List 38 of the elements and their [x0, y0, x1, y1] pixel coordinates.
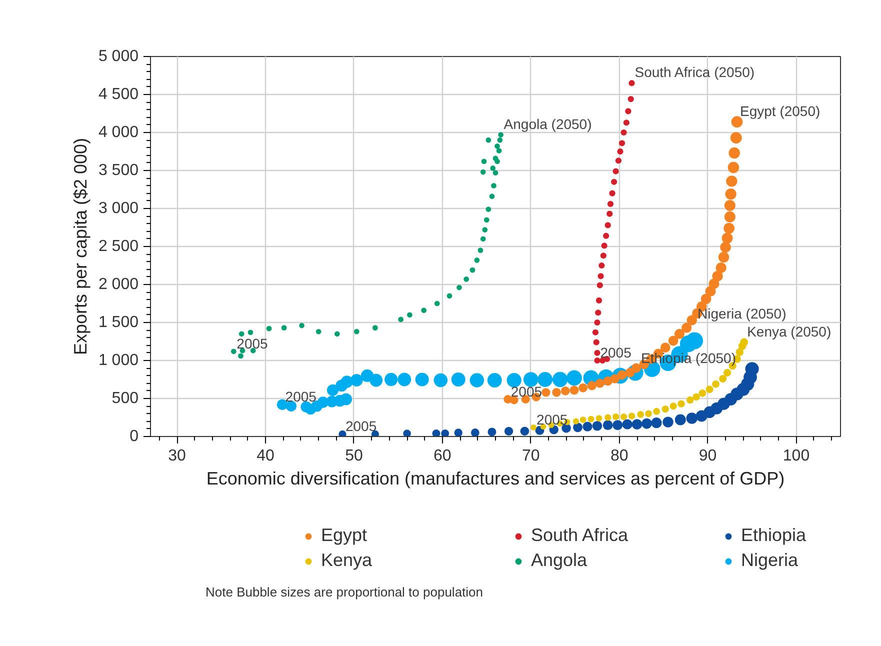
x-tick-label: 70 — [522, 448, 540, 464]
y-tick-label: 4 000 — [98, 124, 139, 141]
y-tick-label: 2 000 — [98, 276, 139, 293]
x-tick-label: 60 — [434, 448, 452, 464]
y-tick-label: 4 500 — [98, 86, 139, 103]
legend-label: South Africa — [531, 525, 630, 546]
annotation: 2005 — [285, 388, 317, 405]
x-tick-label: 50 — [345, 448, 363, 464]
y-tick-label: 2 500 — [98, 238, 139, 255]
annotation: Kenya (2050) — [747, 323, 832, 340]
y-tick-label: 3 500 — [98, 162, 139, 179]
legend-label: Kenya — [321, 550, 374, 571]
annotation: Angola (2050) — [504, 116, 592, 132]
annotation: 2005 — [600, 344, 632, 360]
x-tick-label: 90 — [698, 448, 717, 464]
annotation: 2005 — [345, 418, 377, 434]
y-tick-label: 3 000 — [98, 200, 139, 217]
text: Note Bubble sizes are proportional to population — [206, 584, 484, 600]
x-tick-label: 100 — [782, 448, 810, 464]
annotation: Egypt (2050) — [740, 102, 820, 119]
y-tick-label: 1 500 — [98, 314, 139, 331]
y-tick-label: 5 000 — [98, 48, 139, 65]
annotation: 2005 — [536, 411, 568, 428]
annotation: 2005 — [236, 335, 268, 352]
y-tick-label: 1 000 — [98, 352, 139, 369]
legend-label: Angola — [531, 550, 588, 571]
legend-label: Nigeria — [741, 550, 800, 571]
y-tick-label: 0 — [130, 428, 139, 445]
annotation: South Africa (2050) — [634, 64, 755, 80]
x-axis-title: Economic diversification (manufactures and services as percent of GDP) — [206, 468, 785, 488]
x-tick-label: 40 — [256, 448, 274, 464]
x-tick-label: 80 — [610, 448, 628, 464]
x-tick-label: 30 — [168, 448, 186, 464]
annotation: 2005 — [510, 383, 542, 400]
legend-label: Egypt — [321, 525, 368, 546]
y-tick-label: 500 — [112, 390, 139, 407]
legend-label: Ethiopia — [741, 525, 808, 546]
y-axis-title: Exports per capita ($2 000) — [70, 138, 90, 356]
